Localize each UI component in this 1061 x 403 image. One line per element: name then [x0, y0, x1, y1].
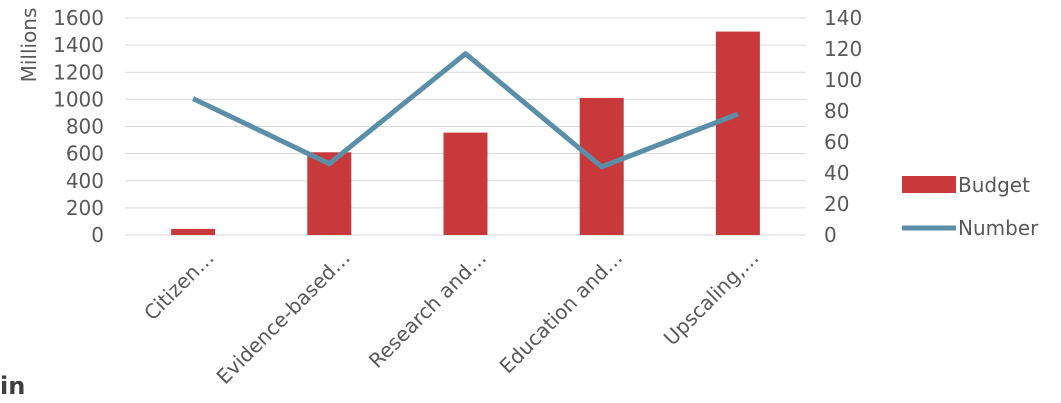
- footer-text: in: [0, 372, 25, 400]
- y-tick-label: 1600: [53, 6, 104, 30]
- y-tick-label: 800: [66, 115, 104, 139]
- y2-tick-label: 120: [824, 37, 862, 61]
- y2-tick-label: 0: [824, 223, 837, 247]
- left-axis-ticks: 0 200 400 600 800 1000 1200 1400 1600: [53, 6, 104, 247]
- legend: Budget Number: [902, 173, 1039, 240]
- y-tick-label: 1200: [53, 60, 104, 84]
- y2-tick-label: 40: [824, 161, 849, 185]
- x-tick-label: Education and…: [495, 246, 628, 379]
- y-tick-label: 600: [66, 142, 104, 166]
- y2-tick-label: 80: [824, 99, 849, 123]
- x-tick-label: Research and…: [364, 246, 491, 373]
- gridlines: [125, 17, 806, 236]
- y-axis-title: Millions: [17, 8, 41, 83]
- y-tick-label: 0: [91, 223, 104, 247]
- bar-budget: [715, 31, 760, 235]
- bar-budget: [443, 132, 488, 235]
- bar-budget: [171, 228, 216, 235]
- y-tick-label: 1000: [53, 87, 104, 111]
- y2-tick-label: 20: [824, 192, 849, 216]
- legend-swatch-budget: [902, 176, 956, 193]
- x-tick-label: Citizen…: [139, 246, 218, 325]
- category-axis-labels: Citizen…Evidence-based… Research and… Educ…: [139, 246, 763, 389]
- y2-tick-label: 60: [824, 130, 849, 154]
- y-tick-label: 1400: [53, 33, 104, 57]
- y2-tick-label: 100: [824, 68, 862, 92]
- y-tick-label: 400: [66, 169, 104, 193]
- x-tick-label: Upscaling,…: [659, 246, 764, 351]
- legend-label-number: Number: [958, 216, 1039, 240]
- right-axis-ticks: 0 20 40 60 80 100 120 140: [824, 6, 862, 247]
- bar-series-budget: [171, 31, 760, 235]
- x-tick-label: Evidence-based…: [212, 246, 355, 389]
- line-series-number: [192, 51, 739, 170]
- y2-tick-label: 140: [824, 6, 862, 30]
- legend-label-budget: Budget: [958, 173, 1030, 197]
- y-tick-label: 200: [66, 196, 104, 220]
